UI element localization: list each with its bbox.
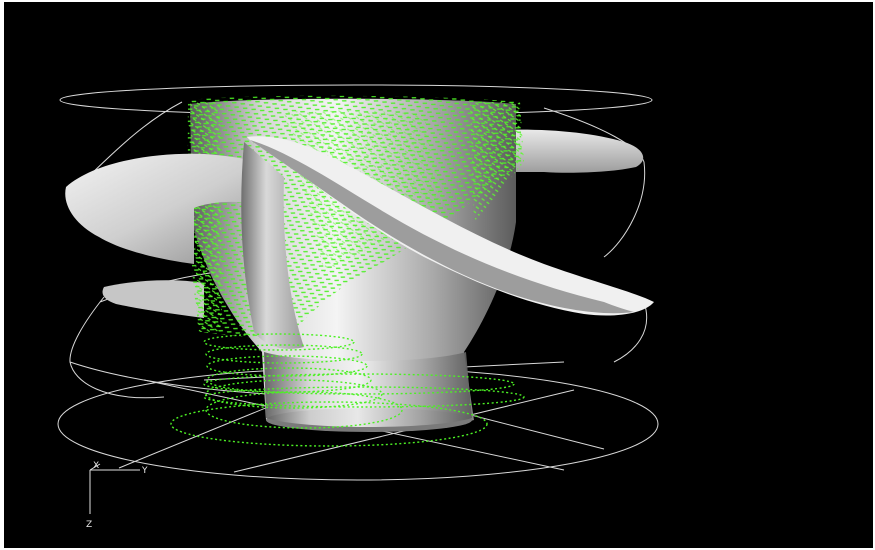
velocity-vector-rings [170,333,525,447]
axis-label-y: Y [141,466,148,476]
impeller-blade-front [65,136,654,349]
axis-label-x: X [93,461,99,471]
impeller-scene[interactable]: X Y Z [4,2,873,548]
coordinate-triad-icon [89,463,140,514]
3d-viewport[interactable]: X Y Z [4,2,873,548]
casing-outline-left-lower [69,296,165,399]
axis-label-z: Z [86,520,92,530]
casing-outline-right [543,107,646,258]
casing-outline-left [87,101,183,178]
casing-outline-right-lower [613,301,648,363]
